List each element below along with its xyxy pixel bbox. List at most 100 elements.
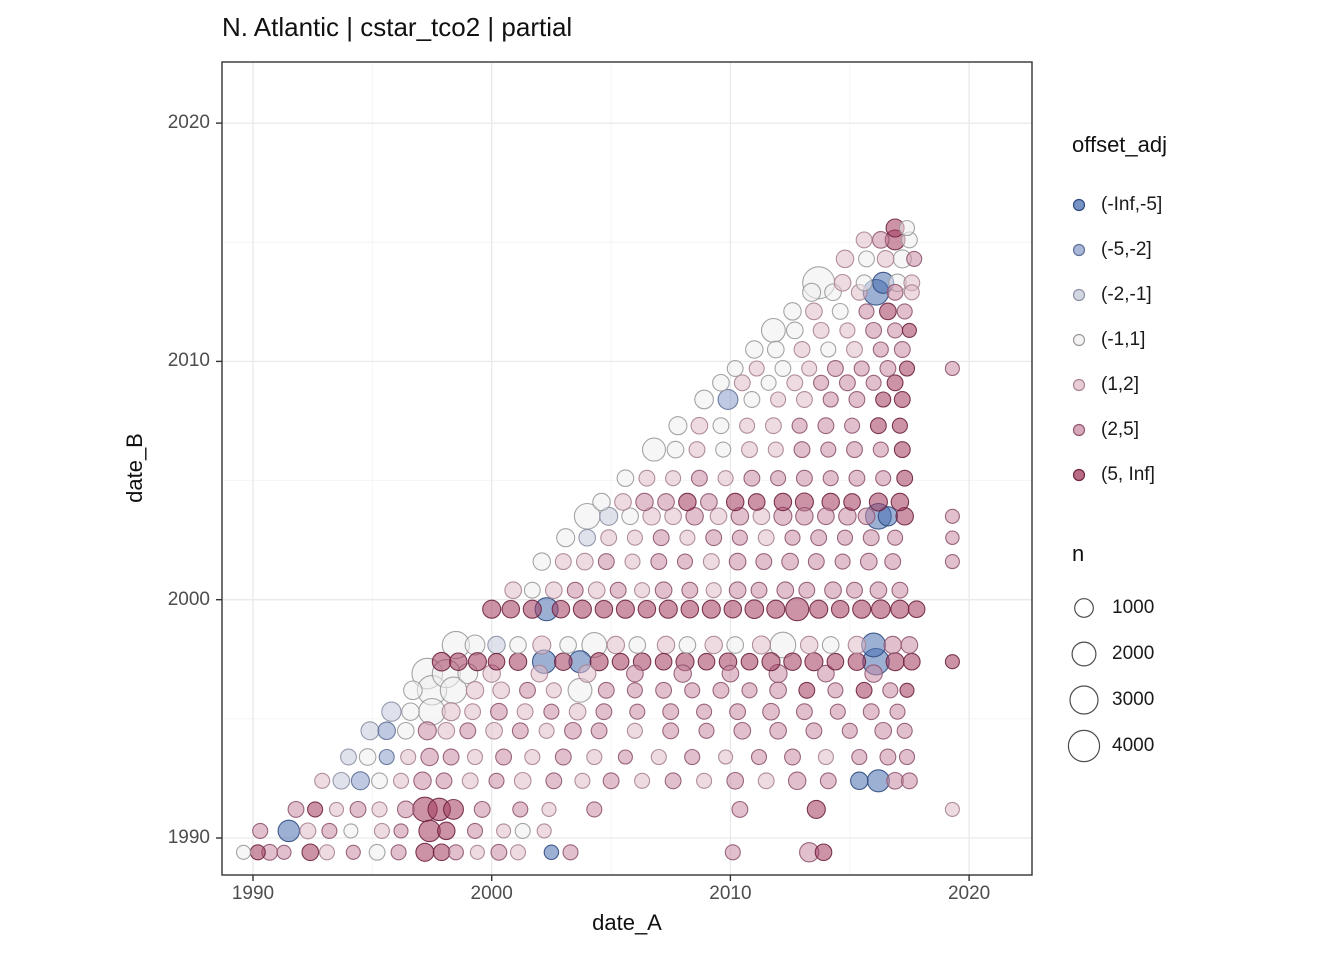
data-point bbox=[731, 800, 749, 818]
data-point bbox=[676, 553, 694, 570]
data-point bbox=[846, 441, 863, 459]
data-point bbox=[589, 652, 609, 672]
data-point bbox=[396, 800, 415, 819]
data-point bbox=[760, 374, 777, 391]
data-point bbox=[890, 492, 910, 512]
data-point bbox=[743, 469, 761, 487]
data-point bbox=[554, 748, 572, 766]
data-point bbox=[277, 819, 301, 843]
data-point bbox=[318, 844, 336, 861]
size-legend-item: 4000 bbox=[1064, 723, 1334, 769]
data-point bbox=[697, 652, 716, 671]
data-point bbox=[903, 284, 920, 301]
data-point bbox=[626, 529, 643, 546]
data-point bbox=[879, 302, 897, 321]
data-point bbox=[902, 652, 921, 671]
data-point bbox=[390, 844, 407, 861]
data-point bbox=[650, 553, 668, 571]
data-point bbox=[785, 321, 804, 340]
data-point bbox=[858, 303, 875, 320]
data-point bbox=[600, 529, 618, 547]
data-point bbox=[490, 702, 508, 721]
data-point bbox=[871, 231, 890, 249]
data-point bbox=[890, 599, 910, 619]
legend-swatch-icon bbox=[1072, 423, 1086, 436]
data-point bbox=[817, 507, 835, 526]
data-point bbox=[469, 844, 485, 860]
data-point bbox=[798, 581, 816, 599]
data-point bbox=[896, 722, 913, 739]
chart-title: N. Atlantic | cstar_tco2 | partial bbox=[222, 12, 573, 42]
data-point bbox=[851, 748, 868, 766]
data-point bbox=[709, 507, 728, 526]
color-legend-item-label: (-2,-1] bbox=[1101, 283, 1152, 305]
data-point bbox=[858, 250, 875, 268]
data-point bbox=[449, 652, 468, 671]
size-legend-circle-icon bbox=[1067, 729, 1101, 763]
legend-swatch-icon bbox=[1072, 288, 1086, 301]
color-legend-item-label: (2,5] bbox=[1101, 418, 1140, 440]
data-point bbox=[743, 391, 761, 408]
data-point bbox=[834, 553, 851, 570]
data-point bbox=[466, 748, 484, 766]
color-legend: (-Inf,-5] (-5,-2] (-2,-1] (-1,1] (1,2] (2,5] (… bbox=[1064, 182, 1334, 497]
data-point bbox=[855, 681, 873, 699]
data-point bbox=[725, 492, 745, 512]
data-point bbox=[443, 798, 464, 820]
data-point bbox=[249, 844, 266, 861]
x-tick-label: 2000 bbox=[470, 883, 513, 904]
data-point bbox=[413, 771, 432, 791]
data-point bbox=[879, 748, 897, 766]
data-point bbox=[662, 722, 680, 740]
data-point bbox=[543, 703, 560, 720]
data-point bbox=[556, 528, 576, 548]
data-point bbox=[345, 844, 361, 860]
data-point bbox=[688, 441, 706, 459]
data-point bbox=[371, 772, 388, 790]
data-point bbox=[799, 635, 819, 655]
data-point bbox=[586, 801, 603, 818]
y-tick-label: 2000 bbox=[167, 588, 210, 610]
data-point bbox=[893, 441, 911, 459]
data-point bbox=[739, 417, 756, 434]
data-point bbox=[740, 652, 759, 671]
data-point bbox=[889, 703, 906, 720]
data-point bbox=[898, 360, 916, 377]
data-point bbox=[869, 417, 887, 435]
data-point bbox=[680, 599, 700, 619]
data-point bbox=[464, 703, 482, 721]
data-point bbox=[634, 772, 651, 789]
data-point bbox=[461, 772, 479, 790]
data-point bbox=[766, 340, 785, 359]
data-point bbox=[795, 391, 813, 408]
data-point bbox=[712, 373, 730, 392]
data-point bbox=[420, 747, 439, 767]
data-point bbox=[786, 374, 804, 392]
x-tick-label: 2020 bbox=[947, 883, 991, 904]
data-point bbox=[545, 682, 562, 699]
data-point bbox=[833, 273, 852, 292]
data-point bbox=[629, 703, 646, 720]
data-point bbox=[741, 682, 758, 699]
data-point bbox=[637, 599, 657, 619]
data-point bbox=[393, 823, 409, 839]
data-point bbox=[432, 843, 451, 862]
data-point bbox=[532, 552, 552, 571]
data-point bbox=[696, 772, 713, 789]
data-point bbox=[516, 703, 534, 721]
data-point bbox=[378, 748, 395, 766]
data-point bbox=[696, 703, 713, 720]
data-point bbox=[611, 652, 630, 671]
data-point bbox=[817, 748, 834, 766]
data-point bbox=[602, 772, 620, 790]
data-point bbox=[524, 748, 541, 766]
data-point bbox=[859, 552, 878, 571]
data-point bbox=[865, 374, 882, 391]
data-point bbox=[554, 553, 572, 571]
color-legend-item: (-Inf,-5] bbox=[1064, 182, 1334, 227]
legend-swatch-icon bbox=[1072, 378, 1086, 391]
data-point bbox=[668, 416, 688, 436]
data-point bbox=[944, 654, 960, 670]
size-legend-title: n bbox=[1072, 541, 1085, 566]
